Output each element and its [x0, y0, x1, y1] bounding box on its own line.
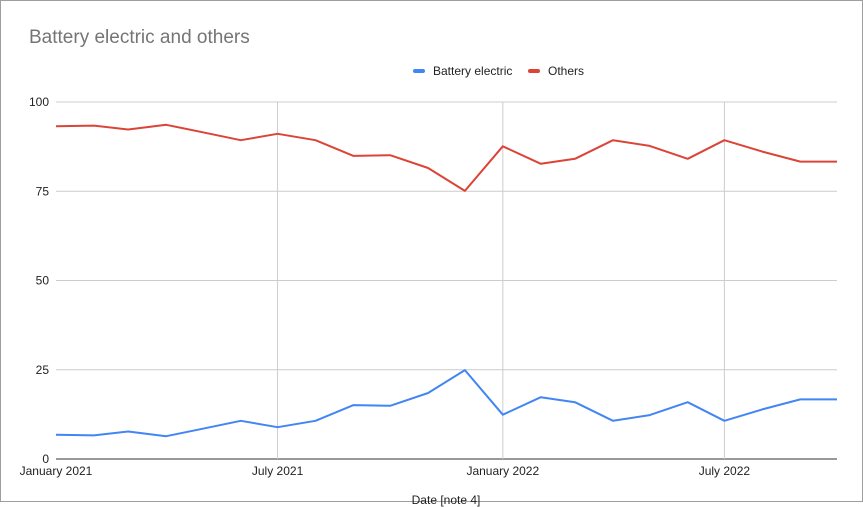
x-tick-label: July 2022	[699, 464, 751, 478]
data-point-battery-electric	[165, 435, 167, 437]
data-point-battery-electric	[315, 420, 317, 422]
data-point-battery-electric	[427, 392, 429, 394]
x-tick-label: July 2021	[252, 464, 304, 478]
data-point-others	[93, 125, 95, 127]
data-point-others	[165, 124, 167, 126]
legend-swatch-battery-electric	[413, 69, 425, 73]
data-point-battery-electric	[389, 405, 391, 407]
gridlines	[56, 101, 837, 460]
data-point-battery-electric	[540, 396, 542, 398]
series-lines	[55, 123, 837, 438]
legend-item-others[interactable]: Others	[528, 64, 584, 78]
data-point-others	[649, 145, 651, 147]
y-tick-label: 75	[36, 184, 50, 198]
data-point-battery-electric	[574, 401, 576, 403]
data-point-others	[836, 161, 838, 163]
data-point-others	[202, 131, 204, 133]
data-point-others	[352, 155, 354, 157]
data-point-others	[502, 145, 504, 147]
y-axis-ticks: 0 25 50 75 100	[29, 95, 49, 466]
series-line-battery-electric	[55, 369, 837, 438]
legend-label-others: Others	[548, 64, 585, 78]
data-point-others	[687, 158, 689, 160]
legend-item-battery-electric[interactable]: Battery electric	[413, 64, 512, 78]
data-point-battery-electric	[649, 414, 651, 416]
data-point-battery-electric	[687, 401, 689, 403]
data-point-battery-electric	[93, 434, 95, 436]
data-point-others	[315, 139, 317, 141]
data-point-battery-electric	[836, 398, 838, 400]
data-point-battery-electric	[464, 369, 466, 371]
y-tick-label: 100	[29, 95, 49, 109]
y-tick-label: 0	[42, 452, 49, 466]
data-point-battery-electric	[612, 420, 614, 422]
data-point-others	[540, 163, 542, 165]
series-line-others	[55, 123, 837, 192]
y-tick-label: 25	[36, 363, 50, 377]
x-tick-label: January 2021	[20, 464, 93, 478]
data-point-others	[723, 139, 725, 141]
data-point-others	[240, 139, 242, 141]
data-point-others	[127, 128, 129, 130]
x-axis-ticks: January 2021 July 2021 January 2022 July 20…	[20, 464, 751, 478]
data-point-battery-electric	[202, 428, 204, 430]
data-point-others	[55, 125, 57, 127]
data-point-battery-electric	[761, 408, 763, 410]
data-point-others	[761, 151, 763, 153]
x-axis-title: Date [note 4]	[411, 493, 481, 507]
data-point-battery-electric	[127, 431, 129, 433]
x-tick-label: January 2022	[466, 464, 539, 478]
legend-label-battery-electric: Battery electric	[433, 64, 513, 78]
data-point-others	[612, 139, 614, 141]
legend-swatch-others	[528, 69, 540, 73]
data-point-others	[389, 154, 391, 156]
y-tick-label: 50	[36, 274, 50, 288]
data-point-others	[799, 161, 801, 163]
data-point-battery-electric	[723, 420, 725, 422]
data-point-battery-electric	[799, 398, 801, 400]
data-point-battery-electric	[55, 434, 57, 436]
data-point-others	[464, 190, 466, 192]
data-point-others	[574, 158, 576, 160]
data-point-battery-electric	[352, 404, 354, 406]
data-point-others	[427, 167, 429, 169]
data-point-battery-electric	[502, 414, 504, 416]
chart-title: Battery electric and others	[29, 27, 250, 48]
data-point-others	[277, 133, 279, 135]
data-point-battery-electric	[240, 420, 242, 422]
data-point-battery-electric	[277, 426, 279, 428]
